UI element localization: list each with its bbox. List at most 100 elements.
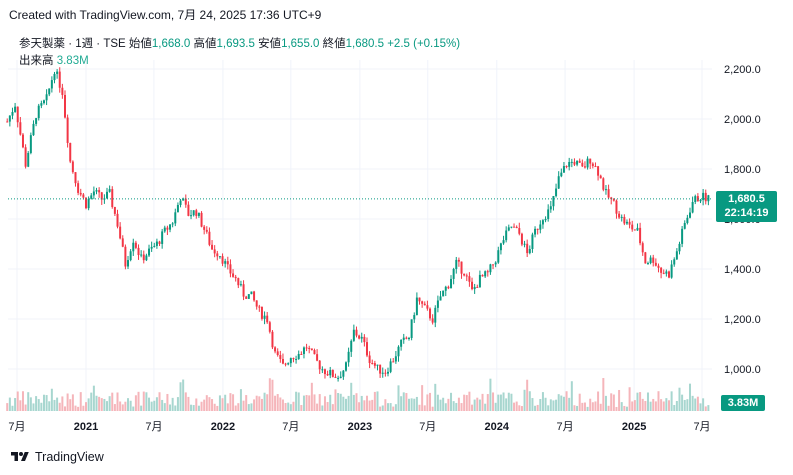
volume-bar (342, 396, 345, 411)
candle-body (515, 226, 518, 229)
volume-bar (258, 396, 261, 411)
candle-body (471, 281, 474, 290)
volume-bar (568, 397, 571, 411)
candle-body (197, 212, 200, 216)
volume-bar (400, 396, 403, 411)
volume-bar (245, 395, 248, 411)
volume-bar (639, 392, 642, 411)
volume-bar (234, 405, 237, 411)
candle-body (337, 377, 340, 379)
low-label: 安値 (258, 38, 282, 50)
candle-body (405, 337, 408, 339)
candle-body (507, 227, 510, 231)
volume-bar (360, 395, 363, 411)
volume-bar (184, 392, 187, 411)
candle-body (276, 351, 279, 356)
volume-bar (476, 397, 479, 411)
volume-bar (229, 393, 232, 411)
volume-bar (153, 400, 156, 411)
candle-body (258, 306, 261, 308)
volume-bar (211, 399, 214, 411)
volume-bar (583, 402, 586, 411)
volume-bar (213, 403, 216, 411)
volume-bars (6, 378, 710, 411)
candle-body (408, 337, 411, 339)
candle-body (447, 286, 450, 289)
volume-bar (247, 404, 250, 411)
volume-bar (326, 402, 329, 411)
volume-legend: 出来高 3.83M (19, 52, 89, 68)
volume-bar (654, 401, 657, 411)
candle-body (536, 228, 539, 230)
volume-bar (531, 398, 534, 411)
volume-bar (660, 399, 663, 411)
time-tick-label: 2022 (211, 421, 235, 433)
volume-value: 3.83M (56, 55, 89, 67)
volume-bar (284, 402, 287, 411)
candle-body (45, 94, 48, 101)
symbol-label[interactable]: 参天製薬 · 1週 · TSE (19, 38, 126, 50)
candle-body (150, 246, 153, 249)
volume-bar (179, 382, 182, 411)
volume-bar (526, 379, 529, 411)
volume-bar (646, 392, 649, 411)
volume-bar (29, 397, 32, 411)
candle-body (662, 272, 665, 274)
candle-body (342, 370, 345, 377)
candle-body (352, 329, 355, 341)
volume-bar (221, 398, 224, 411)
candle-body (552, 196, 555, 207)
candle-body (379, 364, 382, 374)
candle-body (426, 305, 429, 309)
volume-bar (53, 399, 56, 411)
volume-bar (662, 401, 665, 411)
volume-bar (85, 402, 87, 411)
candle-body (268, 322, 271, 332)
candle-body (66, 117, 69, 143)
volume-bar (300, 405, 303, 411)
candle-body (166, 227, 169, 230)
candle-body (625, 221, 628, 224)
volume-bar (297, 392, 300, 411)
candle-body (48, 88, 51, 95)
candle-body (116, 213, 119, 227)
time-tick-label: 2023 (348, 421, 372, 433)
volume-bar (119, 401, 122, 411)
time-tick-label: 7月 (693, 421, 710, 433)
volume-bar (442, 397, 445, 411)
candle-body (670, 264, 673, 278)
candle-body (106, 191, 109, 199)
candle-body (27, 152, 30, 167)
candle-body (457, 259, 460, 262)
volume-bar (565, 391, 568, 411)
candle-body (439, 296, 442, 301)
volume-bar (106, 401, 109, 411)
candle-body (331, 369, 334, 377)
volume-bar (386, 403, 389, 411)
volume-bar (599, 403, 602, 411)
candle-body (211, 244, 214, 250)
volume-bar (520, 406, 523, 411)
candle-body (355, 329, 358, 336)
volume-bar (528, 391, 531, 411)
volume-bar (316, 403, 319, 411)
volume-bar (329, 394, 332, 411)
volume-bar (121, 404, 124, 411)
candle-body (386, 371, 389, 374)
candle-body (549, 206, 552, 210)
volume-bar (623, 405, 626, 411)
candle-body (560, 172, 563, 177)
candle-body (418, 297, 421, 302)
volume-bar (460, 403, 463, 411)
candle-body (381, 372, 384, 374)
volume-bar (555, 399, 558, 411)
volume-bar (405, 393, 408, 411)
candle-body (74, 172, 77, 184)
volume-bar (242, 400, 245, 411)
candle-body (526, 243, 529, 254)
candle-body (255, 300, 258, 307)
volume-bar (586, 406, 589, 411)
candle-body (421, 301, 424, 304)
volume-bar (129, 400, 132, 411)
